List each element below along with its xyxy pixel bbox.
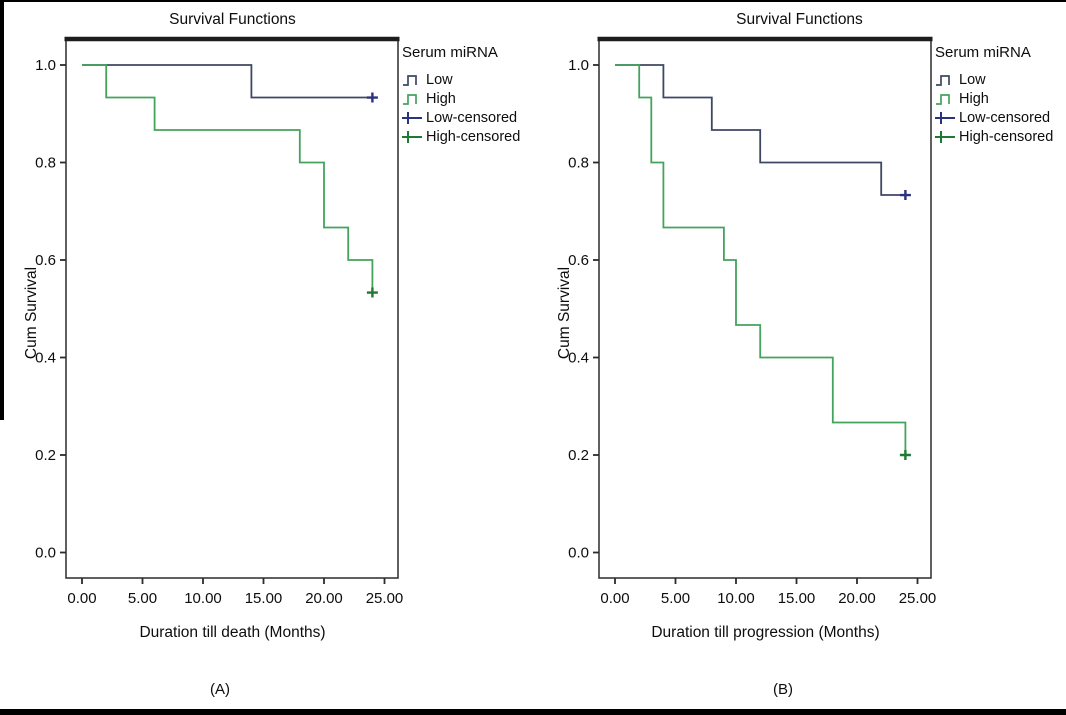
plot-frame — [66, 39, 398, 578]
legend-item-low: Low — [935, 70, 1053, 89]
legend-item-low-censored: Low-censored — [402, 108, 520, 127]
y-tick-label: 1.0 — [35, 57, 56, 74]
legend-item-label: High — [426, 91, 456, 107]
x-tick-label: 10.00 — [184, 590, 222, 607]
y-tick-label: 0.0 — [35, 545, 56, 562]
legend-item-label: High-censored — [959, 129, 1053, 145]
low-survival-curve — [615, 65, 905, 195]
y-tick-label: 0.2 — [568, 447, 589, 464]
low-line-glyph — [402, 72, 424, 88]
legend-item-label: Low-censored — [426, 110, 517, 126]
x-axis-label: Duration till progression (Months) — [599, 624, 932, 642]
survival-plot-panel-b: Survival Functions Cum Survival 0.005.00… — [533, 0, 1066, 709]
high-censored-glyph — [935, 129, 957, 145]
legend-item-high-censored: High-censored — [402, 127, 520, 146]
low-survival-curve — [82, 65, 372, 98]
y-tick-label: 1.0 — [568, 57, 589, 74]
y-tick-label: 0.4 — [35, 350, 56, 367]
x-tick-label: 25.00 — [366, 590, 404, 607]
low-censored-glyph — [402, 110, 424, 126]
x-tick-label: 10.00 — [717, 590, 755, 607]
panel-caption: (B) — [533, 681, 1033, 698]
legend-item-low-censored: Low-censored — [935, 108, 1053, 127]
low-line-glyph — [935, 72, 957, 88]
high-survival-curve — [615, 65, 905, 455]
x-axis-label: Duration till death (Months) — [66, 624, 399, 642]
x-tick-label: 0.00 — [67, 590, 96, 607]
survival-plot-panel-a: Survival Functions Cum Survival 0.005.00… — [0, 0, 533, 709]
x-tick-label: 15.00 — [245, 590, 283, 607]
x-tick-label: 5.00 — [128, 590, 157, 607]
y-tick-label: 0.4 — [568, 350, 589, 367]
x-tick-label: 20.00 — [838, 590, 876, 607]
legend-item-high: High — [935, 89, 1053, 108]
legend-title: Serum miRNA — [402, 44, 520, 61]
high-censor-marker — [367, 288, 378, 298]
plot-frame — [599, 39, 931, 578]
high-censored-glyph — [402, 129, 424, 145]
y-tick-label: 0.8 — [35, 155, 56, 172]
y-tick-label: 0.6 — [568, 252, 589, 269]
high-censor-marker — [900, 450, 911, 460]
x-tick-label: 0.00 — [600, 590, 629, 607]
legend-item-high-censored: High-censored — [935, 127, 1053, 146]
y-tick-label: 0.0 — [568, 545, 589, 562]
scan-artifact-bottom-bar — [0, 709, 1066, 715]
legend: Serum miRNA Low High Low-censored High-c… — [935, 44, 1053, 146]
y-tick-label: 0.2 — [35, 447, 56, 464]
legend-item-label: High — [959, 91, 989, 107]
y-tick-label: 0.6 — [35, 252, 56, 269]
low-censored-glyph — [935, 110, 957, 126]
low-censor-marker — [900, 190, 911, 200]
legend-item-high: High — [402, 89, 520, 108]
x-tick-label: 25.00 — [899, 590, 937, 607]
legend-item-label: High-censored — [426, 129, 520, 145]
high-line-glyph — [402, 91, 424, 107]
y-tick-label: 0.8 — [568, 155, 589, 172]
legend-item-label: Low — [426, 72, 453, 88]
panel-caption: (A) — [0, 681, 440, 698]
high-line-glyph — [935, 91, 957, 107]
x-tick-label: 5.00 — [661, 590, 690, 607]
high-survival-curve — [82, 65, 372, 293]
legend-item-label: Low-censored — [959, 110, 1050, 126]
legend-title: Serum miRNA — [935, 44, 1053, 61]
legend: Serum miRNA Low High Low-censored High-c… — [402, 44, 520, 146]
x-tick-label: 20.00 — [305, 590, 343, 607]
low-censor-marker — [367, 93, 378, 103]
legend-item-low: Low — [402, 70, 520, 89]
x-tick-label: 15.00 — [778, 590, 816, 607]
legend-item-label: Low — [959, 72, 986, 88]
